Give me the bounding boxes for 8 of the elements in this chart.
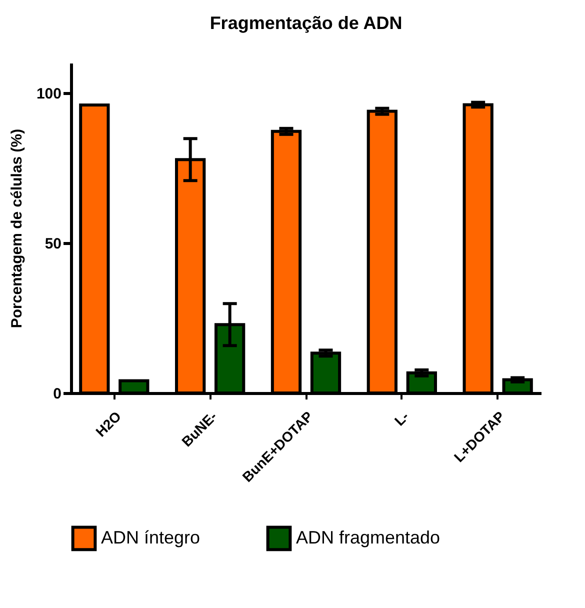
y-tick-label: 50 bbox=[44, 236, 62, 252]
legend-label: ADN fragmentado bbox=[296, 527, 440, 548]
legend-label: ADN íntegro bbox=[101, 527, 200, 548]
chart-title: Fragmentação de ADN bbox=[210, 13, 402, 33]
y-tick-label: 100 bbox=[36, 86, 62, 102]
x-tick-label: L- bbox=[391, 408, 412, 429]
y-axis-title: Porcentagem de células (%) bbox=[8, 128, 26, 328]
y-tick-label: 0 bbox=[53, 386, 62, 402]
